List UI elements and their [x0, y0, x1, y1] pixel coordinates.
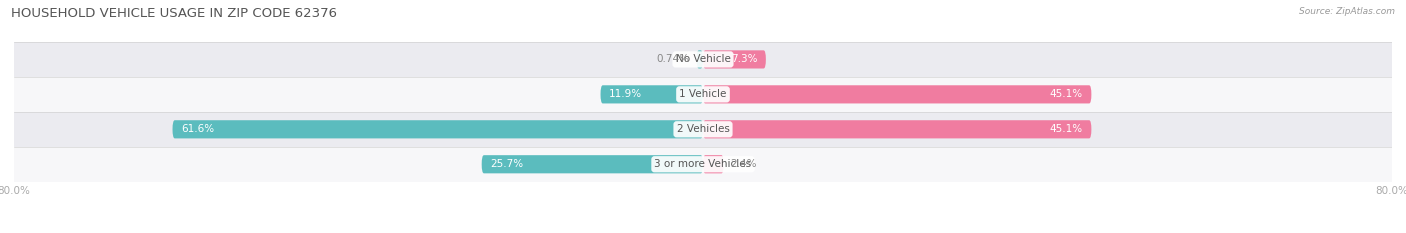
Text: 7.3%: 7.3%	[731, 55, 758, 64]
FancyBboxPatch shape	[703, 85, 1091, 103]
FancyBboxPatch shape	[482, 155, 703, 173]
Text: 11.9%: 11.9%	[609, 89, 643, 99]
Text: 45.1%: 45.1%	[1050, 124, 1083, 134]
FancyBboxPatch shape	[703, 120, 1091, 138]
FancyBboxPatch shape	[600, 85, 703, 103]
FancyBboxPatch shape	[173, 120, 703, 138]
Text: 3 or more Vehicles: 3 or more Vehicles	[654, 159, 752, 169]
FancyBboxPatch shape	[696, 50, 703, 69]
Text: Source: ZipAtlas.com: Source: ZipAtlas.com	[1299, 7, 1395, 16]
Bar	[14, 42, 1392, 77]
Bar	[14, 112, 1392, 147]
Bar	[14, 147, 1392, 182]
Text: 2.4%: 2.4%	[731, 159, 756, 169]
Text: 61.6%: 61.6%	[181, 124, 214, 134]
FancyBboxPatch shape	[703, 50, 766, 69]
FancyBboxPatch shape	[703, 155, 724, 173]
Text: 45.1%: 45.1%	[1050, 89, 1083, 99]
Text: HOUSEHOLD VEHICLE USAGE IN ZIP CODE 62376: HOUSEHOLD VEHICLE USAGE IN ZIP CODE 6237…	[11, 7, 337, 20]
Text: 25.7%: 25.7%	[491, 159, 523, 169]
Text: 0.74%: 0.74%	[657, 55, 690, 64]
Text: No Vehicle: No Vehicle	[675, 55, 731, 64]
Text: 2 Vehicles: 2 Vehicles	[676, 124, 730, 134]
Text: 1 Vehicle: 1 Vehicle	[679, 89, 727, 99]
Bar	[14, 77, 1392, 112]
